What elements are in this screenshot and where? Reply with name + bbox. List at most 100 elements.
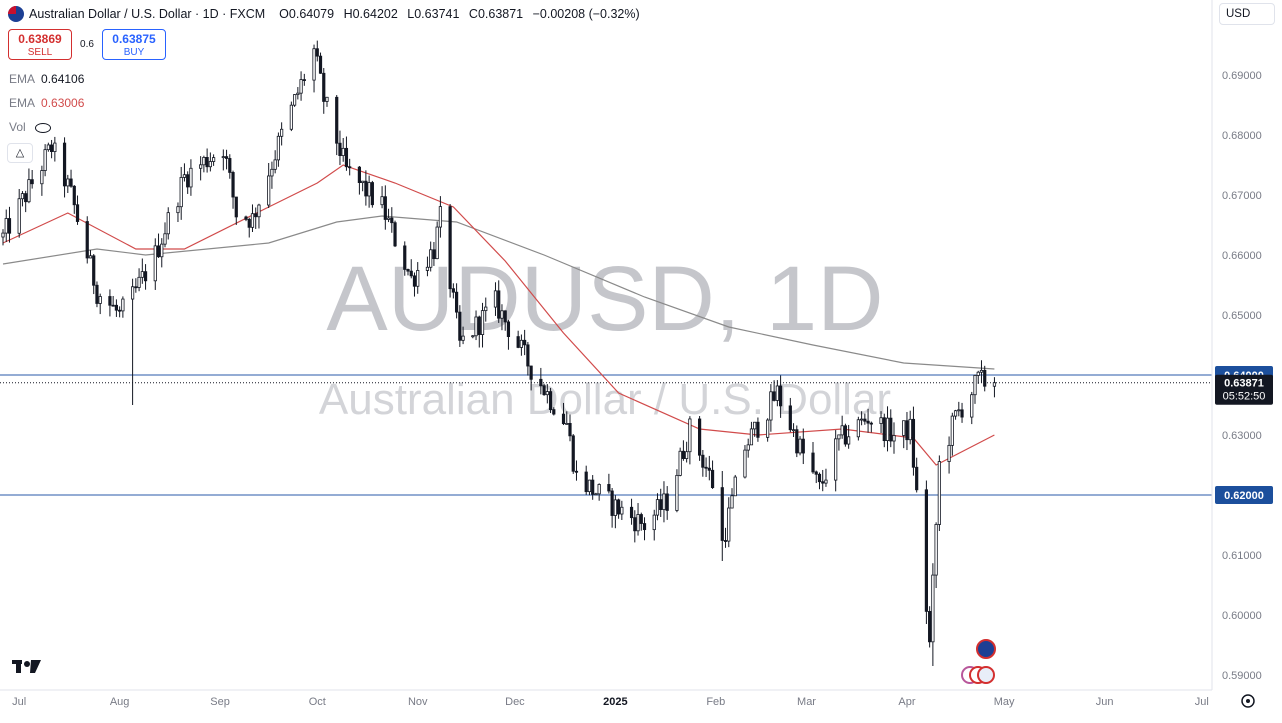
chevron-up-icon: △ xyxy=(15,147,25,159)
candle xyxy=(461,326,465,345)
volume-legend[interactable]: Vol xyxy=(9,120,52,134)
candle-body-down xyxy=(318,55,323,74)
event-markers[interactable] xyxy=(961,639,996,684)
candle xyxy=(108,289,112,317)
candle-body-down xyxy=(454,291,459,313)
ema-slow-legend[interactable]: EMA 0.64106 xyxy=(9,72,84,86)
candle xyxy=(503,310,507,331)
candle-body-down xyxy=(795,429,799,454)
candle-body-up xyxy=(662,493,666,511)
candle xyxy=(928,606,932,648)
candle xyxy=(364,170,368,206)
candle xyxy=(182,163,187,182)
candle xyxy=(730,488,734,509)
candle-body-up xyxy=(163,233,167,245)
candle-body-down xyxy=(591,479,595,495)
time-axis[interactable]: Jul Aug Sep Oct Nov Dec 2025 Feb Mar Apr May Jun Jul xyxy=(12,696,1209,708)
candle xyxy=(53,136,57,162)
candle-body-down xyxy=(432,249,436,260)
candle-body-up xyxy=(121,298,125,312)
candle xyxy=(134,278,138,293)
candle-body-down xyxy=(960,409,964,418)
candle xyxy=(416,262,420,294)
high-label: H xyxy=(343,7,353,21)
candle xyxy=(143,264,148,290)
au-flag-event-icon[interactable] xyxy=(976,639,996,659)
candle xyxy=(179,166,183,220)
candle-body-down xyxy=(584,471,588,493)
candle xyxy=(801,428,805,465)
candle xyxy=(211,154,216,166)
candle-body-up xyxy=(957,409,961,412)
candle xyxy=(296,87,300,100)
candle-body-down xyxy=(224,156,229,159)
candle-body-up xyxy=(257,204,261,218)
candle xyxy=(315,40,319,62)
candle xyxy=(834,430,838,492)
last-price-text: 0.63871 xyxy=(1224,378,1264,390)
us-flag-event-icon[interactable] xyxy=(977,666,995,684)
horizontal-line-price-tag[interactable] xyxy=(1215,486,1273,504)
candle-body-up xyxy=(970,394,974,418)
candle xyxy=(571,434,575,474)
open-value: 0.64079 xyxy=(288,7,335,21)
candle xyxy=(160,238,164,268)
settings-gear-icon[interactable] xyxy=(1241,694,1255,708)
candle xyxy=(344,136,349,171)
eye-hidden-icon[interactable] xyxy=(35,122,52,133)
candle xyxy=(254,207,258,229)
candle xyxy=(448,204,452,298)
candle xyxy=(607,473,611,494)
buy-button[interactable]: 0.63875 BUY xyxy=(102,29,166,60)
ema-fast-legend[interactable]: EMA 0.63006 xyxy=(9,96,84,110)
buy-label: BUY xyxy=(123,47,145,58)
candle-body-down xyxy=(701,454,705,468)
candle-body-up xyxy=(98,296,102,304)
candle-body-up xyxy=(4,218,8,234)
close-label: C xyxy=(468,7,478,21)
candle xyxy=(338,130,342,166)
candle xyxy=(953,409,958,420)
sell-button[interactable]: 0.63869 SELL xyxy=(8,29,72,60)
candle-body-up xyxy=(367,182,371,197)
low-label: L xyxy=(407,7,415,21)
collapse-legend-button[interactable]: △ xyxy=(7,143,33,163)
symbol-title[interactable]: Australian Dollar / U.S. Dollar · 1D · F… xyxy=(29,7,266,21)
candle-body-up xyxy=(655,499,660,516)
candle xyxy=(27,168,31,204)
ema-fast-line xyxy=(2,164,995,466)
horizontal-line-price-text: 0.62000 xyxy=(1224,490,1264,502)
candle xyxy=(911,406,916,476)
candle-body-down xyxy=(928,611,932,643)
candle-body-up xyxy=(953,410,958,417)
candle xyxy=(539,367,543,395)
candle-body-down xyxy=(348,166,352,169)
candle-body-down xyxy=(779,385,783,407)
last-price-tag xyxy=(1215,374,1273,405)
candle-body-up xyxy=(950,415,954,446)
candle xyxy=(574,460,579,481)
candle-body-down xyxy=(814,471,818,475)
candle xyxy=(561,402,566,426)
candle xyxy=(30,169,34,189)
candle xyxy=(905,411,909,451)
candle-body-down xyxy=(228,158,232,173)
tradingview-logo[interactable] xyxy=(12,660,41,673)
candle-body-up xyxy=(221,156,225,159)
currency-button[interactable]: USD xyxy=(1219,3,1275,25)
symbol-header[interactable]: Australian Dollar / U.S. Dollar · 1D · F… xyxy=(8,5,640,23)
candle-body-down xyxy=(50,144,54,152)
candle xyxy=(639,512,643,531)
time-tick-label: Jul xyxy=(1195,696,1209,708)
candle xyxy=(665,486,669,520)
candle-body-up xyxy=(292,94,297,106)
time-tick-label: Sep xyxy=(210,696,230,708)
time-tick-label: Feb xyxy=(706,696,725,708)
candle-body-down xyxy=(497,290,501,319)
candle xyxy=(273,150,277,174)
candle-body-down xyxy=(111,304,115,307)
candle-body-up xyxy=(153,245,157,282)
